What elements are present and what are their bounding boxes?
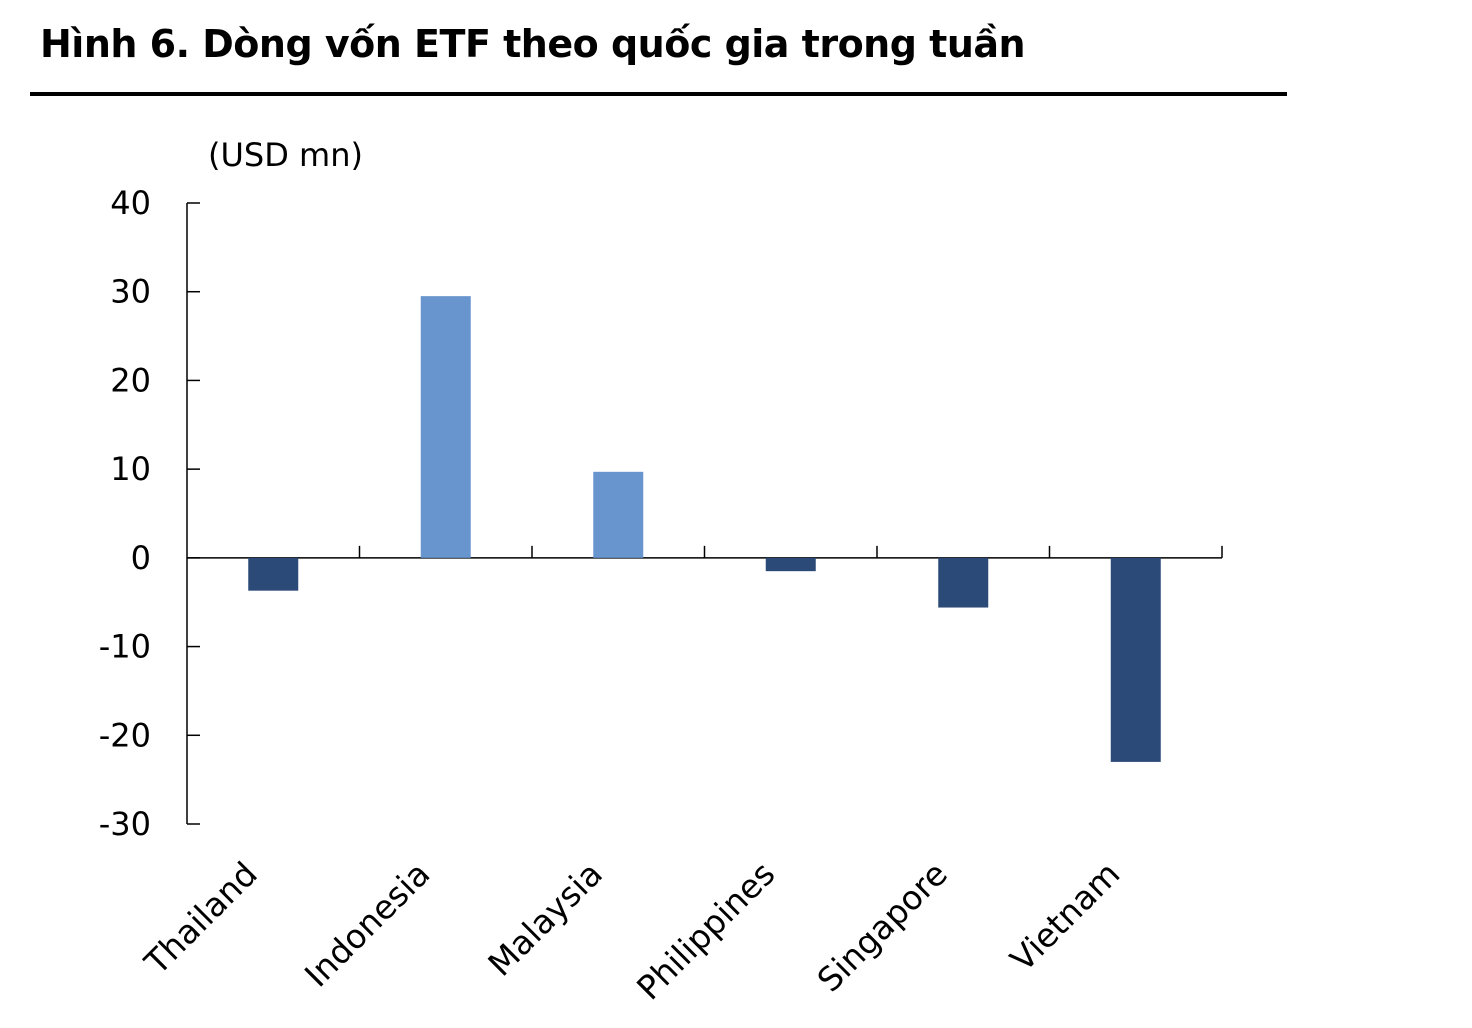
y-axis: 40 30 20 10 0 -10 -20 -30 — [99, 184, 200, 843]
x-tick-label-indonesia: Indonesia — [297, 854, 437, 994]
title-divider — [30, 92, 1287, 96]
y-tick-label: -10 — [99, 628, 151, 666]
y-tick-label: 20 — [110, 361, 151, 399]
x-tick-label-thailand: Thailand — [136, 854, 264, 982]
y-unit-label: (USD mn) — [208, 136, 363, 174]
y-tick-label: 40 — [110, 184, 151, 222]
x-tick-label-philippines: Philippines — [629, 854, 782, 1007]
x-tick-label-singapore: Singapore — [810, 854, 955, 999]
y-tick-label: 10 — [110, 450, 151, 488]
bar-indonesia — [420, 296, 471, 558]
y-tick-label: -20 — [99, 716, 151, 754]
bars — [248, 296, 1161, 762]
y-tick-label: 30 — [110, 273, 151, 311]
x-axis — [187, 545, 1223, 559]
x-tick-label-malaysia: Malaysia — [480, 854, 610, 984]
y-tick-label: -30 — [99, 805, 151, 843]
x-tick-labels: Thailand Indonesia Malaysia Philippines Sing… — [136, 854, 1127, 1007]
bar-malaysia — [593, 471, 644, 558]
bar-philippines — [765, 557, 816, 572]
bar-singapore — [938, 557, 989, 608]
y-tick-label: 0 — [131, 539, 151, 577]
bar-thailand — [248, 557, 299, 591]
x-tick-label-vietnam: Vietnam — [1003, 854, 1128, 979]
figure-title: Hình 6. Dòng vốn ETF theo quốc gia trong… — [40, 22, 1026, 66]
bar-vietnam — [1110, 557, 1161, 762]
